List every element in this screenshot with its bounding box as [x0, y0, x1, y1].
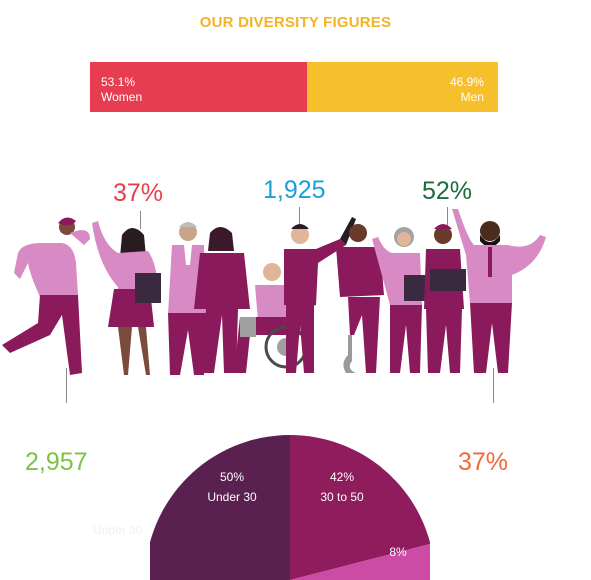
- pie-slice-3: [290, 544, 430, 580]
- person-man-raising-arm: [284, 217, 356, 373]
- pie-slice-1: [150, 435, 290, 580]
- pie-percent-30-to-50: 42%: [329, 470, 355, 484]
- person-man-prosthetic: [336, 224, 384, 373]
- pie-slice-2: [290, 435, 430, 580]
- pie-label-8: 8%: [378, 542, 418, 562]
- stat-top-middle: 1,925: [263, 176, 326, 204]
- pie-category-under-30: Under 30: [207, 490, 257, 504]
- age-pie-chart: [150, 435, 430, 580]
- person-woman-dark: [92, 221, 161, 375]
- pie-label-under-30: 50% Under 30: [190, 467, 274, 507]
- pie-label-layer: 50% Under 30 42% 30 to 50 8%: [150, 435, 430, 580]
- pie-label-30-to-50: 42% 30 to 50: [300, 467, 384, 507]
- leader-line-top-middle: [299, 207, 300, 227]
- women-label: Women: [101, 90, 143, 104]
- person-woman-magenta: [194, 227, 250, 373]
- men-percent: 46.9%: [449, 75, 484, 89]
- women-percent: 53.1%: [101, 75, 136, 89]
- stat-top-right: 52%: [422, 177, 473, 205]
- pie-percent-under-30: 50%: [219, 470, 245, 484]
- stat-bottom-right: 37%: [458, 448, 509, 476]
- stat-top-left: 37%: [113, 179, 164, 207]
- person-waving-left: [2, 217, 90, 375]
- pie-category-30-to-50: 30 to 50: [320, 490, 364, 504]
- page-title: OUR DIVERSITY FIGURES: [199, 14, 392, 31]
- bar-segment-men: 46.9% Men: [306, 62, 498, 112]
- people-illustration: [2, 209, 546, 375]
- men-label: Men: [460, 90, 484, 104]
- person-man-cheering: [452, 209, 546, 373]
- gender-stacked-bar: 53.1% Women 46.9% Men: [90, 62, 498, 112]
- pie-percent-8: 8%: [389, 545, 407, 559]
- bar-segment-women: 53.1% Women: [90, 62, 307, 112]
- person-woman-gray-hair: [372, 227, 430, 373]
- faint-under-30-label: Under 30: [93, 523, 143, 537]
- leader-line-bottom-right: [493, 368, 494, 403]
- leader-line-top-right: [447, 207, 448, 231]
- leader-line-top-left: [140, 211, 141, 229]
- leader-line-bottom-left: [66, 368, 67, 403]
- person-man-tablet: [424, 224, 466, 373]
- stat-bottom-left: 2,957: [25, 448, 88, 476]
